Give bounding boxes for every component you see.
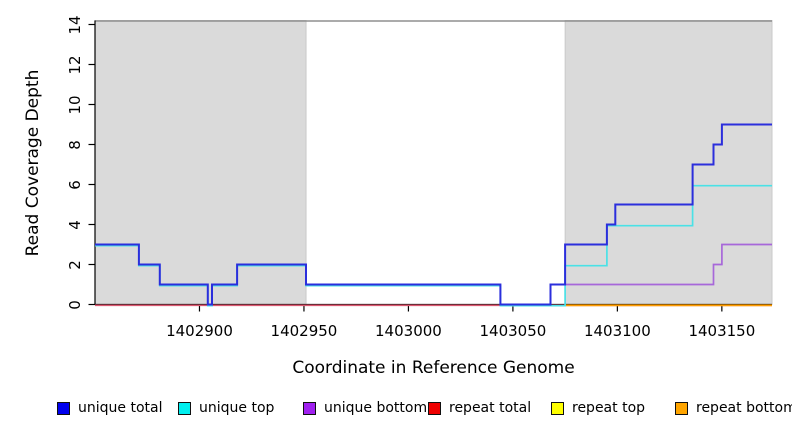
x-tick-label: 1402950 <box>270 322 338 340</box>
y-tick-label: 0 <box>66 299 84 310</box>
x-tick-label: 1403150 <box>688 322 756 340</box>
legend-swatch-icon <box>178 401 191 415</box>
legend-item-unique-top: unique top <box>178 400 274 416</box>
legend-swatch-icon <box>551 401 564 415</box>
y-tick-label: 14 <box>66 14 84 35</box>
y-tick-label: 12 <box>66 54 84 75</box>
legend-item-label: unique bottom <box>324 400 428 416</box>
legend-item-unique-total: unique total <box>57 400 162 416</box>
x-tick-label: 1403000 <box>375 322 442 340</box>
legend-item-label: repeat bottom <box>696 400 792 416</box>
y-tick-label: 2 <box>66 259 84 270</box>
x-tick-label: 1403050 <box>479 322 547 340</box>
series-line-unique_bottom <box>550 243 772 286</box>
legend-item-unique-bottom: unique bottom <box>303 400 427 416</box>
y-tick-label: 10 <box>66 94 84 115</box>
x-axis-title: Coordinate in Reference Genome <box>292 358 575 378</box>
x-tick-label: 1402900 <box>166 322 233 340</box>
y-tick-label: 8 <box>66 139 84 150</box>
legend-swatch-icon <box>57 401 70 415</box>
legend-item-repeat-bottom: repeat bottom <box>675 400 792 416</box>
legend-item-label: unique top <box>199 400 275 416</box>
legend-item-repeat-top: repeat top <box>551 400 645 416</box>
y-tick-label: 4 <box>66 219 84 230</box>
y-tick-label: 6 <box>66 179 84 190</box>
legend-item-repeat-total: repeat total <box>428 400 531 416</box>
y-axis-title: Read Coverage Depth <box>23 69 43 256</box>
legend-swatch-icon <box>675 401 688 415</box>
series-line-unique_total <box>95 123 772 306</box>
legend-item-label: repeat top <box>572 400 646 416</box>
legend-swatch-icon <box>428 401 441 415</box>
legend-item-label: repeat total <box>449 400 532 416</box>
legend-item-label: unique total <box>78 400 163 416</box>
repeat-region-highlight <box>564 20 773 305</box>
legend-swatch-icon <box>303 401 316 415</box>
x-tick-label: 1403100 <box>583 322 651 340</box>
repeat-region-highlight <box>94 20 307 305</box>
